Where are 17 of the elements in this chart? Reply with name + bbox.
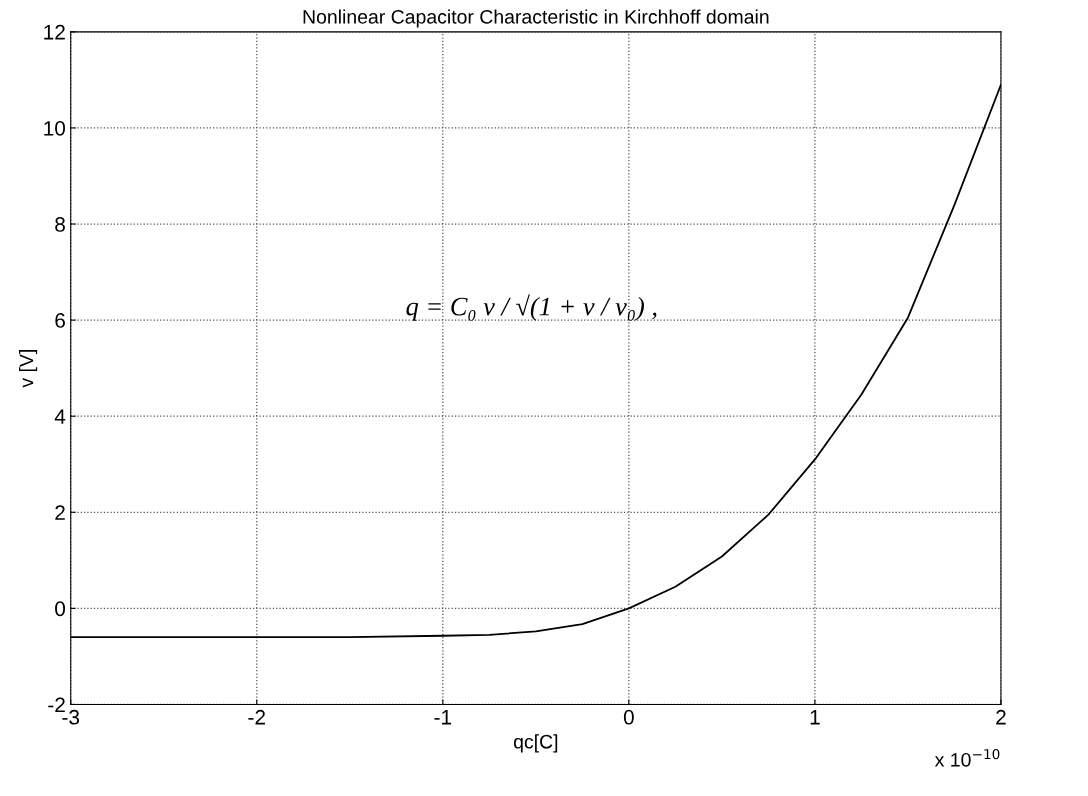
annotation: q = C₀ v / √(1 + v / v₀) , <box>406 294 657 321</box>
y-axis-title: v [V] <box>19 350 38 388</box>
y-tick-label: 2 <box>55 505 65 520</box>
y-tick-label: 6 <box>55 313 65 328</box>
y-tick-label: 4 <box>54 409 66 424</box>
y-tick-label: 12 <box>44 24 65 40</box>
y-tick-label: 0 <box>55 601 66 617</box>
y-tick-label: 10 <box>44 120 66 136</box>
x-tick-label: -1 <box>434 710 452 725</box>
x-tick-label: 0 <box>623 709 634 725</box>
x-tick-label: 1 <box>810 710 820 725</box>
text: x 10$^{−10}$ <box>934 748 1000 767</box>
y-tick-label: 8 <box>55 217 65 232</box>
chart-title: Nonlinear Capacitor Characteristic in Kirchhoff domain <box>303 9 769 28</box>
x-axis-title: qc[C] <box>513 734 558 753</box>
x-tick-label: -2 <box>248 709 265 725</box>
x-tick-label: 2 <box>996 709 1006 725</box>
